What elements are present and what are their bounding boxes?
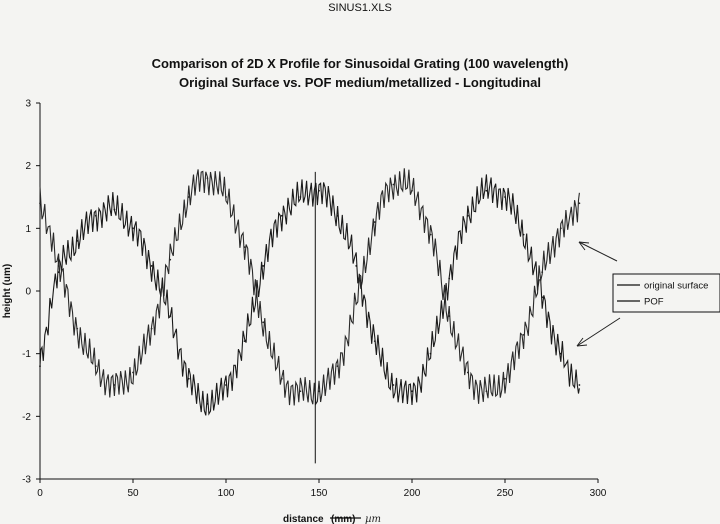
data-point	[113, 208, 116, 211]
x-tick-label: 0	[37, 488, 43, 499]
legend-label: POF	[644, 297, 664, 308]
data-point	[448, 277, 451, 280]
data-point	[169, 315, 172, 317]
data-point	[411, 390, 413, 393]
y-tick-label: 3	[25, 99, 31, 110]
data-point	[113, 384, 116, 386]
data-point	[541, 271, 544, 274]
data-point	[355, 265, 358, 267]
data-point	[504, 377, 506, 380]
data-point	[522, 333, 525, 336]
y-tick-label: -2	[22, 412, 31, 423]
data-point	[39, 202, 41, 205]
data-point	[578, 384, 581, 386]
y-tick-label: 2	[25, 161, 31, 172]
chart-subtitle: Original Surface vs. POF medium/metalliz…	[179, 75, 541, 90]
x-axis-unit-handwritten: µm	[365, 514, 381, 524]
data-point	[150, 265, 153, 267]
x-tick-label: 150	[311, 488, 328, 499]
data-point	[411, 189, 413, 192]
data-point	[373, 340, 376, 343]
data-point	[39, 365, 41, 368]
series-line-pof	[39, 168, 580, 406]
y-tick-label: 0	[25, 287, 31, 298]
data-point	[466, 214, 469, 217]
data-point	[373, 221, 376, 223]
legend-box	[612, 273, 720, 313]
data-point	[76, 239, 79, 242]
data-point	[299, 196, 302, 198]
data-point	[57, 265, 60, 267]
data-point	[299, 390, 302, 393]
data-point	[485, 390, 488, 393]
data-point	[243, 246, 246, 249]
data-point	[132, 227, 134, 230]
x-axis-unit-struck: (mm)	[331, 514, 355, 524]
x-tick-label: 100	[218, 488, 235, 499]
data-point	[206, 177, 209, 180]
data-point	[355, 302, 358, 305]
data-point	[132, 371, 134, 374]
data-point	[578, 202, 581, 205]
data-point	[559, 227, 562, 230]
file-name-header: SINUS1.XLS	[328, 2, 392, 14]
annotation-arrow-upper	[578, 241, 618, 262]
data-point	[559, 352, 562, 355]
data-point	[94, 365, 97, 368]
data-point	[169, 258, 172, 261]
data-point	[262, 265, 265, 267]
chart-title: Comparison of 2D X Profile for Sinusoida…	[151, 56, 569, 71]
y-tick-label: -1	[22, 349, 31, 360]
data-point	[76, 327, 79, 330]
data-point	[466, 371, 469, 374]
data-point	[94, 214, 97, 217]
x-axis-label: distance	[283, 514, 324, 524]
x-tick-label: 50	[127, 488, 139, 499]
data-point	[485, 189, 488, 192]
data-point	[522, 233, 525, 236]
y-axis-label: height (um)	[2, 264, 13, 318]
data-point	[448, 315, 451, 317]
data-point	[429, 352, 432, 355]
legend-label: original surface	[644, 281, 708, 292]
data-point	[392, 384, 395, 386]
annotation-arrowhead-upper	[578, 241, 590, 251]
data-point	[392, 183, 395, 186]
data-point	[280, 214, 283, 217]
y-tick-label: 1	[25, 224, 31, 235]
data-point	[280, 377, 283, 380]
series-line-original-surface	[39, 174, 580, 416]
data-point	[541, 296, 544, 299]
data-point	[225, 384, 227, 386]
data-point	[318, 390, 320, 393]
annotation-arrow-lower	[576, 317, 621, 347]
data-point	[262, 321, 265, 324]
data-point	[336, 214, 339, 217]
x-tick-label: 300	[590, 488, 607, 499]
data-point	[429, 233, 432, 236]
data-point	[225, 196, 227, 198]
annotation-arrowhead-lower	[576, 337, 588, 347]
y-tick-label: -3	[22, 475, 31, 486]
x-tick-label: 250	[497, 488, 514, 499]
data-point	[57, 271, 60, 274]
data-point	[206, 402, 209, 405]
data-point	[187, 196, 190, 198]
data-point	[150, 327, 153, 330]
data-point	[187, 377, 190, 380]
data-point	[243, 340, 246, 343]
x-tick-label: 200	[404, 488, 421, 499]
data-point	[504, 196, 506, 198]
data-point	[318, 189, 320, 192]
data-point	[336, 365, 339, 368]
